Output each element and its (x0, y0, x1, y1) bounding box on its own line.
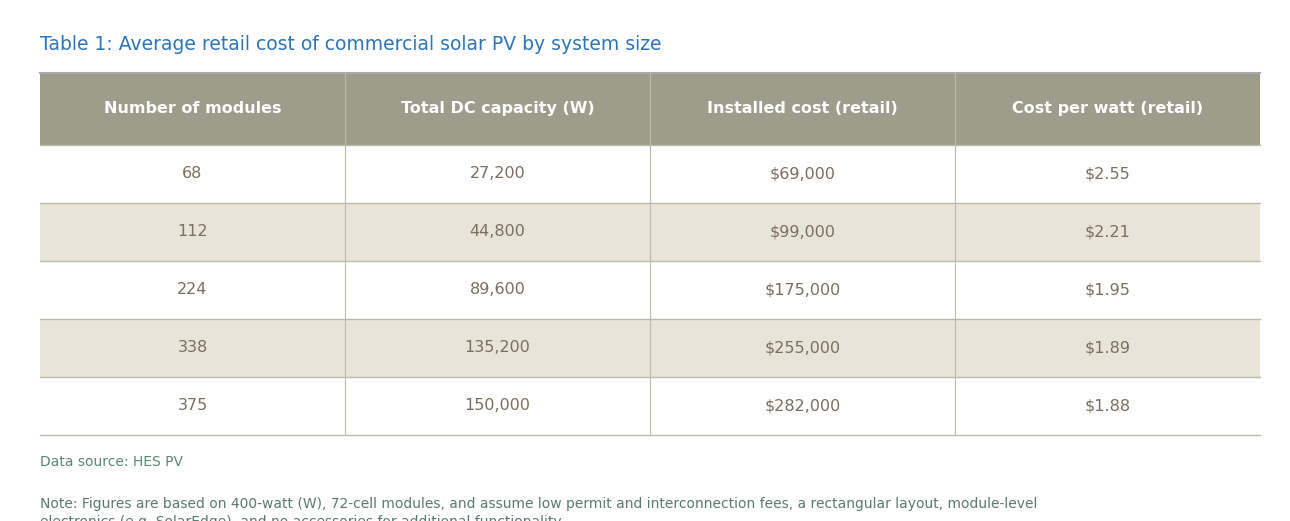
Text: 135,200: 135,200 (464, 341, 530, 355)
Text: Total DC capacity (W): Total DC capacity (W) (401, 102, 595, 117)
Text: $255,000: $255,000 (765, 341, 841, 355)
Text: 224: 224 (177, 282, 208, 297)
Text: $2.21: $2.21 (1085, 225, 1130, 240)
Text: 150,000: 150,000 (464, 399, 530, 414)
Text: 68: 68 (182, 167, 203, 181)
Text: Data source: HES PV: Data source: HES PV (40, 455, 183, 469)
Text: $282,000: $282,000 (765, 399, 841, 414)
Text: Table 1: Average retail cost of commercial solar PV by system size: Table 1: Average retail cost of commerci… (40, 35, 662, 54)
Text: $175,000: $175,000 (765, 282, 841, 297)
Text: 338: 338 (177, 341, 208, 355)
Text: Cost per watt (retail): Cost per watt (retail) (1011, 102, 1204, 117)
Text: 27,200: 27,200 (470, 167, 525, 181)
Text: $1.88: $1.88 (1085, 399, 1130, 414)
Text: Note: Figures are based on 400-watt (W), 72-cell modules, and assume low permit : Note: Figures are based on 400-watt (W),… (40, 497, 1037, 521)
Text: $99,000: $99,000 (770, 225, 836, 240)
Text: Number of modules: Number of modules (103, 102, 281, 117)
Text: $1.89: $1.89 (1085, 341, 1130, 355)
Text: 89,600: 89,600 (470, 282, 525, 297)
Text: $1.95: $1.95 (1085, 282, 1130, 297)
Text: 44,800: 44,800 (470, 225, 525, 240)
Text: $2.55: $2.55 (1085, 167, 1130, 181)
Text: $69,000: $69,000 (770, 167, 836, 181)
Text: Installed cost (retail): Installed cost (retail) (707, 102, 898, 117)
Text: 112: 112 (177, 225, 208, 240)
Text: 375: 375 (177, 399, 208, 414)
